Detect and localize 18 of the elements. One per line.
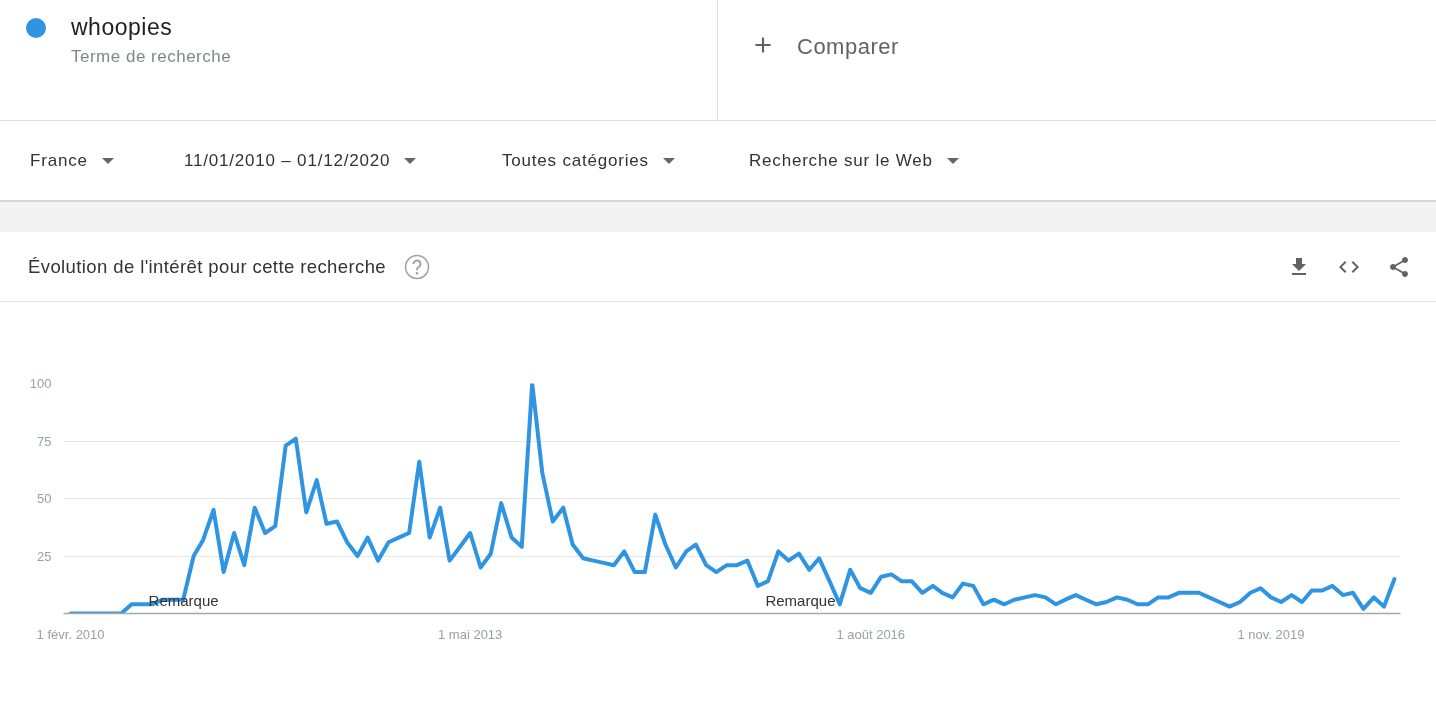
line-series (68, 383, 1397, 614)
text: Terme de recherche (71, 46, 232, 68)
x-tick-label: 1 août 2016 (836, 626, 906, 642)
x-tick-label: 1 févr. 2010 (36, 626, 105, 642)
y-tick-label: 100 (29, 376, 52, 391)
text: Toutes catégories (502, 149, 649, 172)
text: France (30, 149, 88, 172)
x-tick-label: 1 mai 2013 (438, 626, 503, 642)
text: 11/01/2010 – 01/12/2020 (184, 149, 391, 172)
text: Comparer (797, 33, 899, 61)
chart-title: Évolution de l'intérêt pour cette recherche (28, 254, 387, 279)
y-tick-label: 50 (37, 491, 52, 506)
y-tick-label: 25 (37, 548, 52, 564)
legend-label: whoopies (71, 13, 173, 42)
annotation: Remarque (765, 591, 836, 609)
x-tick-label: 1 nov. 2019 (1237, 626, 1305, 642)
text: Recherche sur le Web (749, 149, 933, 172)
y-tick-label: 75 (37, 433, 52, 449)
